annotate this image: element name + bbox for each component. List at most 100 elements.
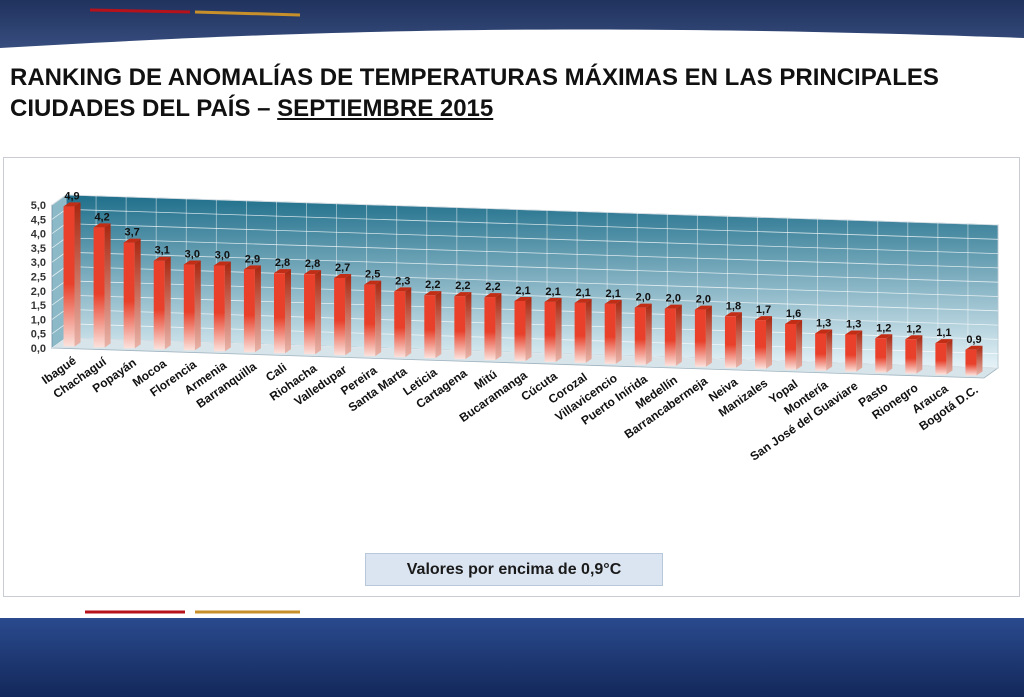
bar-top: [334, 273, 352, 278]
bar-top: [93, 223, 111, 228]
bar: [905, 339, 917, 374]
bar: [63, 206, 75, 347]
bar-top: [123, 238, 141, 243]
bar: [123, 242, 135, 349]
bar-side: [916, 335, 923, 374]
bar-side: [886, 334, 893, 373]
data-label: 2,0: [636, 292, 651, 304]
data-label: 2,8: [275, 257, 290, 269]
bar-side: [435, 291, 442, 359]
bar-top: [574, 298, 592, 303]
data-label: 1,6: [786, 308, 801, 320]
bar: [153, 260, 165, 350]
data-label: 2,8: [305, 258, 320, 270]
bar: [965, 349, 977, 376]
gridline-h: [65, 208, 999, 240]
data-label: 1,3: [846, 318, 861, 330]
bar-top: [845, 330, 863, 335]
bar-top: [935, 339, 953, 344]
data-label: 0,9: [966, 334, 981, 346]
bar: [724, 316, 736, 368]
bar-top: [304, 270, 322, 275]
data-label: 2,2: [455, 280, 470, 292]
y-tick-label: 4,5: [31, 214, 46, 226]
bar-top: [364, 280, 382, 285]
bar: [815, 333, 827, 371]
y-tick-label: 1,0: [31, 314, 46, 326]
bar-side: [405, 287, 412, 358]
bar-side: [766, 316, 773, 369]
bar-side: [164, 256, 171, 350]
bar: [394, 291, 406, 358]
bar-top: [454, 292, 472, 297]
bar-side: [675, 304, 682, 366]
bar: [634, 307, 646, 365]
y-tick-label: 4,0: [31, 229, 46, 241]
data-label: 2,0: [696, 294, 711, 306]
bar: [183, 264, 195, 351]
bar: [544, 301, 556, 362]
bar-side: [525, 296, 532, 361]
bar-top: [664, 304, 682, 309]
data-label: 4,2: [94, 211, 109, 223]
data-label: 1,8: [726, 300, 741, 312]
bar-top: [484, 293, 502, 298]
header-band: [0, 0, 1024, 60]
bar-side: [74, 202, 81, 347]
bar-side: [224, 261, 231, 352]
bar-top: [785, 319, 803, 324]
bar: [694, 309, 706, 367]
bar-top: [544, 297, 562, 302]
data-label: 1,2: [906, 323, 921, 335]
bar-chart: 0,00,51,01,52,02,53,03,54,04,55,04,9Ibag…: [31, 190, 1000, 464]
bar: [935, 343, 947, 375]
data-label: 1,3: [816, 317, 831, 329]
bar-top: [63, 202, 81, 207]
title-line-1: RANKING DE ANOMALÍAS DE TEMPERATURAS MÁX…: [10, 64, 939, 91]
data-label: 2,5: [365, 269, 380, 281]
bar-top: [905, 335, 923, 340]
bar-top: [965, 345, 983, 350]
bar-side: [705, 305, 712, 367]
bar-side: [555, 297, 562, 362]
gridline-h: [65, 251, 999, 283]
bar: [454, 296, 466, 360]
bar-side: [345, 273, 352, 356]
bar: [514, 300, 526, 361]
data-label: 2,1: [606, 288, 621, 300]
bar: [424, 295, 436, 359]
bar-top: [694, 305, 712, 310]
data-label: 3,0: [215, 250, 230, 262]
gridline-h: [65, 223, 999, 254]
bar-top: [424, 291, 442, 296]
y-tick-label: 0,5: [31, 329, 46, 341]
bar-top: [604, 299, 622, 304]
bar: [213, 265, 225, 352]
data-label: 2,2: [485, 281, 500, 293]
data-label: 3,1: [155, 245, 170, 257]
data-label: 4,9: [64, 190, 79, 202]
chart-frame: 0,0 0,5 1,0 1,5 2,0 2,5 3,0 3,5 4,0 4,5 5,0 4,9 Ibag…: [3, 157, 1020, 597]
bar-side: [104, 223, 111, 348]
data-label: 1,2: [876, 322, 891, 334]
bar: [243, 269, 255, 353]
bar-top: [243, 265, 261, 270]
y-tick-label: 5,0: [31, 200, 46, 212]
data-label: 2,7: [335, 262, 350, 274]
bar-side: [284, 269, 291, 354]
bar-side: [585, 298, 592, 363]
bar-side: [134, 238, 141, 349]
bar-side: [495, 293, 502, 361]
y-tick-label: 3,0: [31, 257, 46, 269]
bar: [364, 284, 376, 357]
bar-side: [946, 339, 953, 375]
gridline-h: [65, 194, 999, 226]
bar-top: [153, 256, 171, 261]
bar-side: [856, 330, 863, 372]
bar-side: [976, 345, 983, 376]
bar-top: [755, 316, 773, 321]
bar-top: [183, 260, 201, 265]
title-line-2: CIUDADES DEL PAÍS –: [10, 95, 278, 122]
bar-side: [375, 280, 382, 357]
data-label: 2,9: [245, 253, 260, 265]
